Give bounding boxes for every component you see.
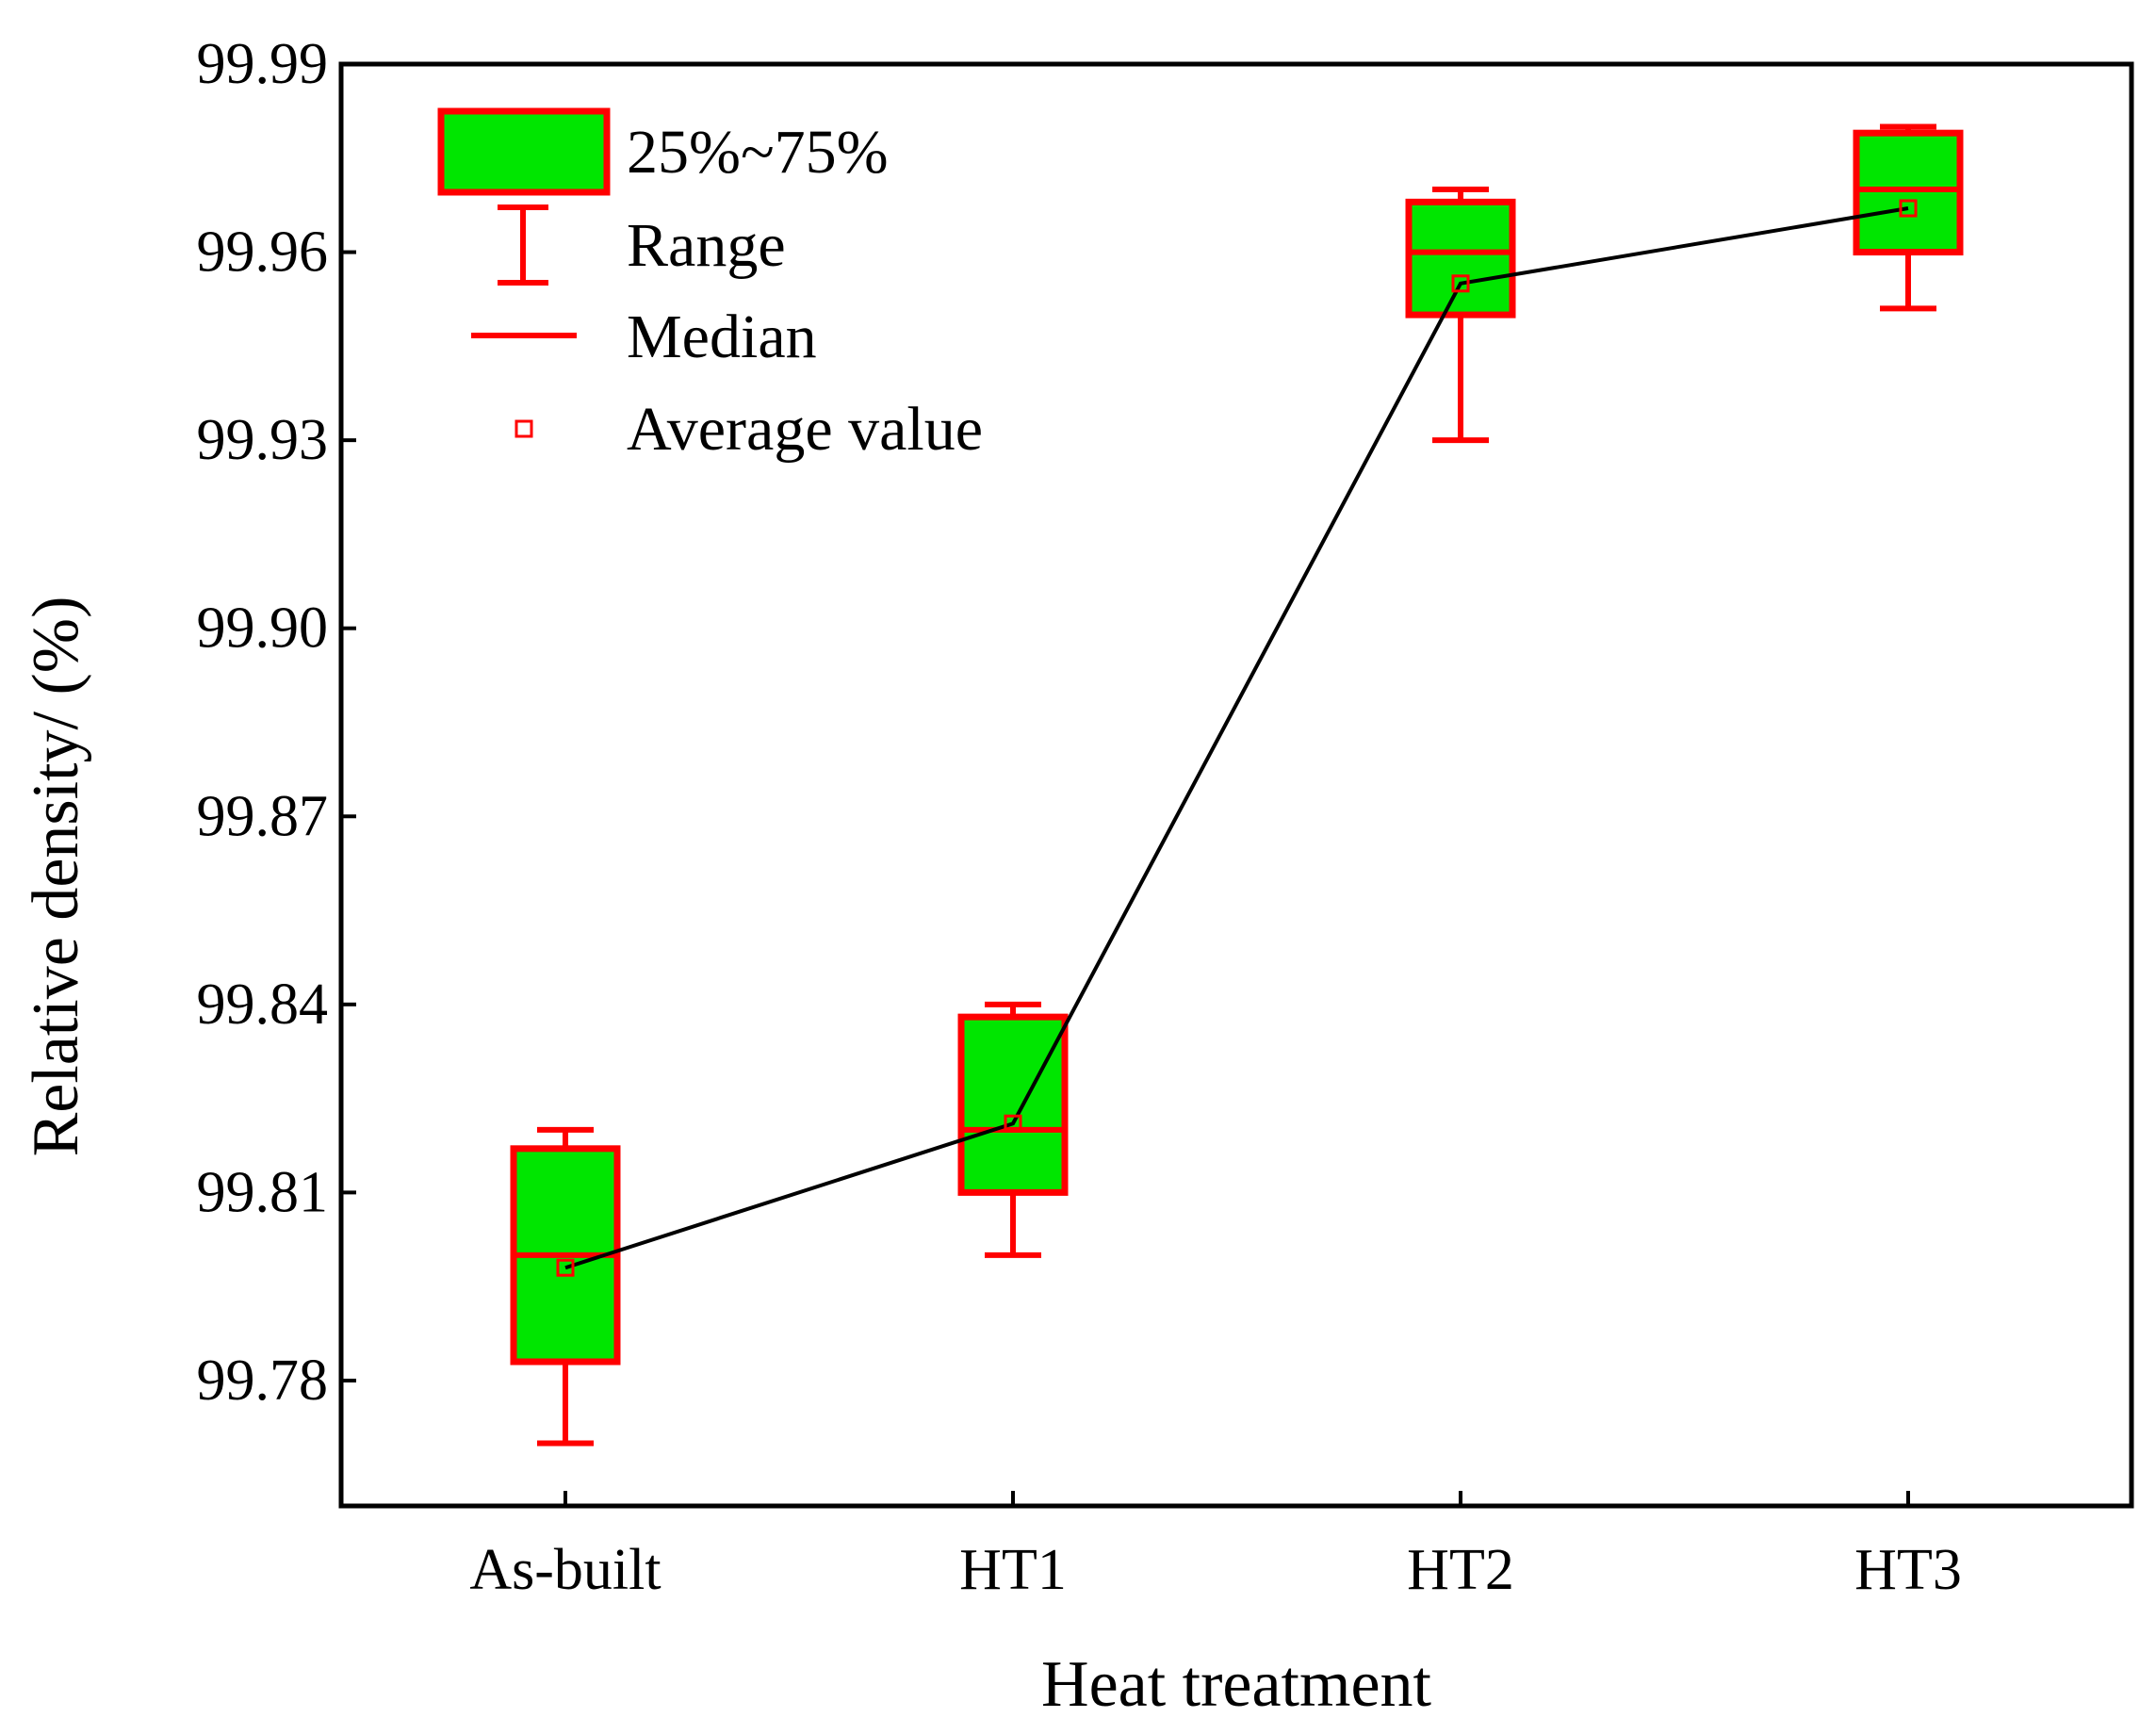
box-ht1 [957,1001,1069,1258]
y-tick-label: 99.81 [197,1160,329,1224]
x-tick-label: HT3 [1854,1538,1962,1602]
legend-average-symbol [514,419,533,438]
x-tick-label: As-built [469,1538,661,1602]
iqr-box [957,1013,1069,1196]
y-tick-label: 99.90 [197,597,329,661]
box-ht3 [1853,123,1964,312]
y-tick-label: 99.78 [197,1349,329,1413]
iqr-box [1853,129,1964,256]
y-tick-label: 99.99 [197,32,329,96]
plot-frame [338,61,2134,1509]
box-ht2 [1405,187,1516,444]
legend-label: Range [627,211,786,280]
legend-label: Median [627,303,817,371]
mean-marker [1899,199,1918,218]
axes: 99.99 99.96 99.93 99.90 99.87 99.84 99.81 99.78… [197,32,2134,1602]
y-tick-label: 99.84 [197,973,329,1037]
legend-label: 25%~75% [627,118,889,187]
mean-line-group [556,199,1918,1277]
legend: 25%~75% Range Median Average value [437,107,983,464]
y-tick-label: 99.93 [197,408,329,472]
mean-marker [1004,1114,1022,1133]
legend-label: Average value [627,395,983,464]
x-tick-label: HT1 [959,1538,1067,1602]
x-tick-label: HT2 [1407,1538,1514,1602]
box-as-built [510,1126,621,1447]
iqr-box [1405,198,1516,319]
x-axis-title: Heat treatment [1041,1648,1432,1721]
y-tick-label: 99.87 [197,784,329,848]
mean-marker [1451,274,1470,293]
boxes [510,123,1964,1447]
legend-box-symbol [437,107,611,196]
y-axis-title: Relative density/ (%) [20,597,92,1157]
y-tick-label: 99.96 [197,221,329,285]
mean-line [564,206,1909,1270]
mean-marker [556,1258,575,1277]
